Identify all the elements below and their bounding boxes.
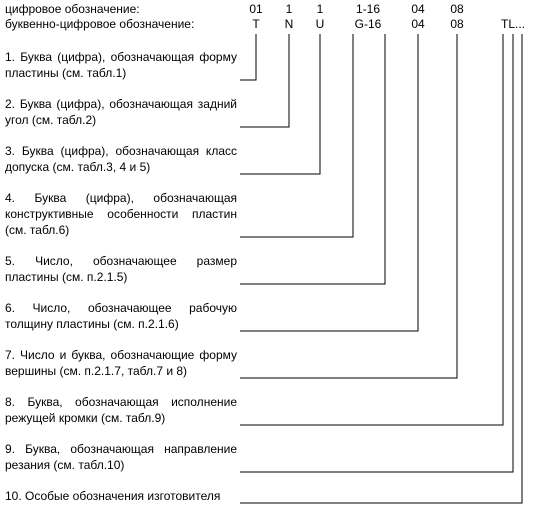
- connector-line: [240, 34, 290, 128]
- alnum-code: TL...: [500, 17, 526, 31]
- alnum-code: 04: [411, 17, 425, 31]
- item-1-line-2: пластины (см. табл.1): [5, 66, 127, 80]
- item-4-description: 4. Буква (цифра), обозначающая конструкт…: [5, 190, 237, 238]
- item-9-line-2: резания (см. табл.10): [5, 458, 125, 472]
- connector-line: [240, 34, 386, 285]
- numeric-code: 01: [249, 2, 263, 16]
- item-5-description: 5. Число, обозначающее размер пластины (…: [5, 253, 237, 285]
- item-8-line-1: 8. Буква, обозначающая исполнение: [5, 395, 237, 409]
- item-4-line-2: конструктивные особенности пластин: [5, 207, 237, 221]
- connector-line: [240, 34, 257, 81]
- item-1-description: 1. Буква (цифра), обозначающая форму пла…: [5, 49, 237, 81]
- connector-line: [240, 34, 458, 379]
- connector-line: [240, 34, 321, 175]
- numeric-code: 1: [285, 2, 293, 16]
- item-3-line-2: допуска (см. табл.3, 4 и 5): [5, 160, 151, 174]
- connector-line: [240, 34, 354, 238]
- alnum-code: U: [315, 17, 325, 31]
- alnum-code: T: [252, 17, 260, 31]
- item-8-description: 8. Буква, обозначающая исполнение режуще…: [5, 394, 237, 426]
- item-4-line-1: 4. Буква (цифра), обозначающая: [5, 191, 237, 205]
- item-9-line-1: 9. Буква, обозначающая направление: [5, 442, 237, 456]
- item-2-line-1: 2. Буква (цифра), обозначающая задний: [5, 97, 237, 111]
- item-2-line-2: угол (см. табл.2): [5, 113, 97, 127]
- item-5-line-1: 5. Число, обозначающее размер: [5, 254, 237, 268]
- alnum-code: G-16: [354, 17, 382, 31]
- alnum-code: N: [284, 17, 294, 31]
- connector-line: [240, 34, 514, 473]
- item-3-description: 3. Буква (цифра), обозначающая класс доп…: [5, 143, 237, 175]
- numeric-designation-label: цифровое обозначение:: [5, 2, 140, 16]
- alnum-code: 08: [450, 17, 464, 31]
- item-5-line-2: пластины (см. п.2.1.5): [5, 270, 128, 284]
- item-1-line-1: 1. Буква (цифра), обозначающая форму: [5, 50, 237, 64]
- connector-line: [240, 34, 419, 332]
- item-7-line-1: 7. Число и буква, обозначающие форму: [5, 348, 237, 362]
- connector-line: [240, 34, 523, 504]
- numeric-code: 1-16: [355, 2, 381, 16]
- item-3-line-1: 3. Буква (цифра), обозначающая класс: [5, 144, 237, 158]
- item-7-line-2: вершины (см. п.2.1.7, табл.7 и 8): [5, 364, 188, 378]
- connector-line: [240, 34, 504, 426]
- item-9-description: 9. Буква, обозначающая направление резан…: [5, 441, 237, 473]
- item-6-description: 6. Число, обозначающее рабочую толщину п…: [5, 300, 237, 332]
- numeric-code: 1: [316, 2, 324, 16]
- item-4-line-3: (см. табл.6): [5, 223, 70, 237]
- item-7-description: 7. Число и буква, обозначающие форму вер…: [5, 347, 237, 379]
- item-6-line-2: толщину пластины (см. п.2.1.6): [5, 317, 179, 331]
- item-10-line-1: 10. Особые обозначения изготовителя: [5, 489, 221, 503]
- numeric-code: 04: [411, 2, 425, 16]
- item-8-line-2: режущей кромки (см. табл.9): [5, 411, 166, 425]
- item-10-description: 10. Особые обозначения изготовителя: [5, 488, 237, 504]
- item-2-description: 2. Буква (цифра), обозначающая задний уг…: [5, 96, 237, 128]
- alnum-designation-label: буквенно-цифровое обозначение:: [5, 17, 195, 31]
- numeric-code: 08: [450, 2, 464, 16]
- item-6-line-1: 6. Число, обозначающее рабочую: [5, 301, 237, 315]
